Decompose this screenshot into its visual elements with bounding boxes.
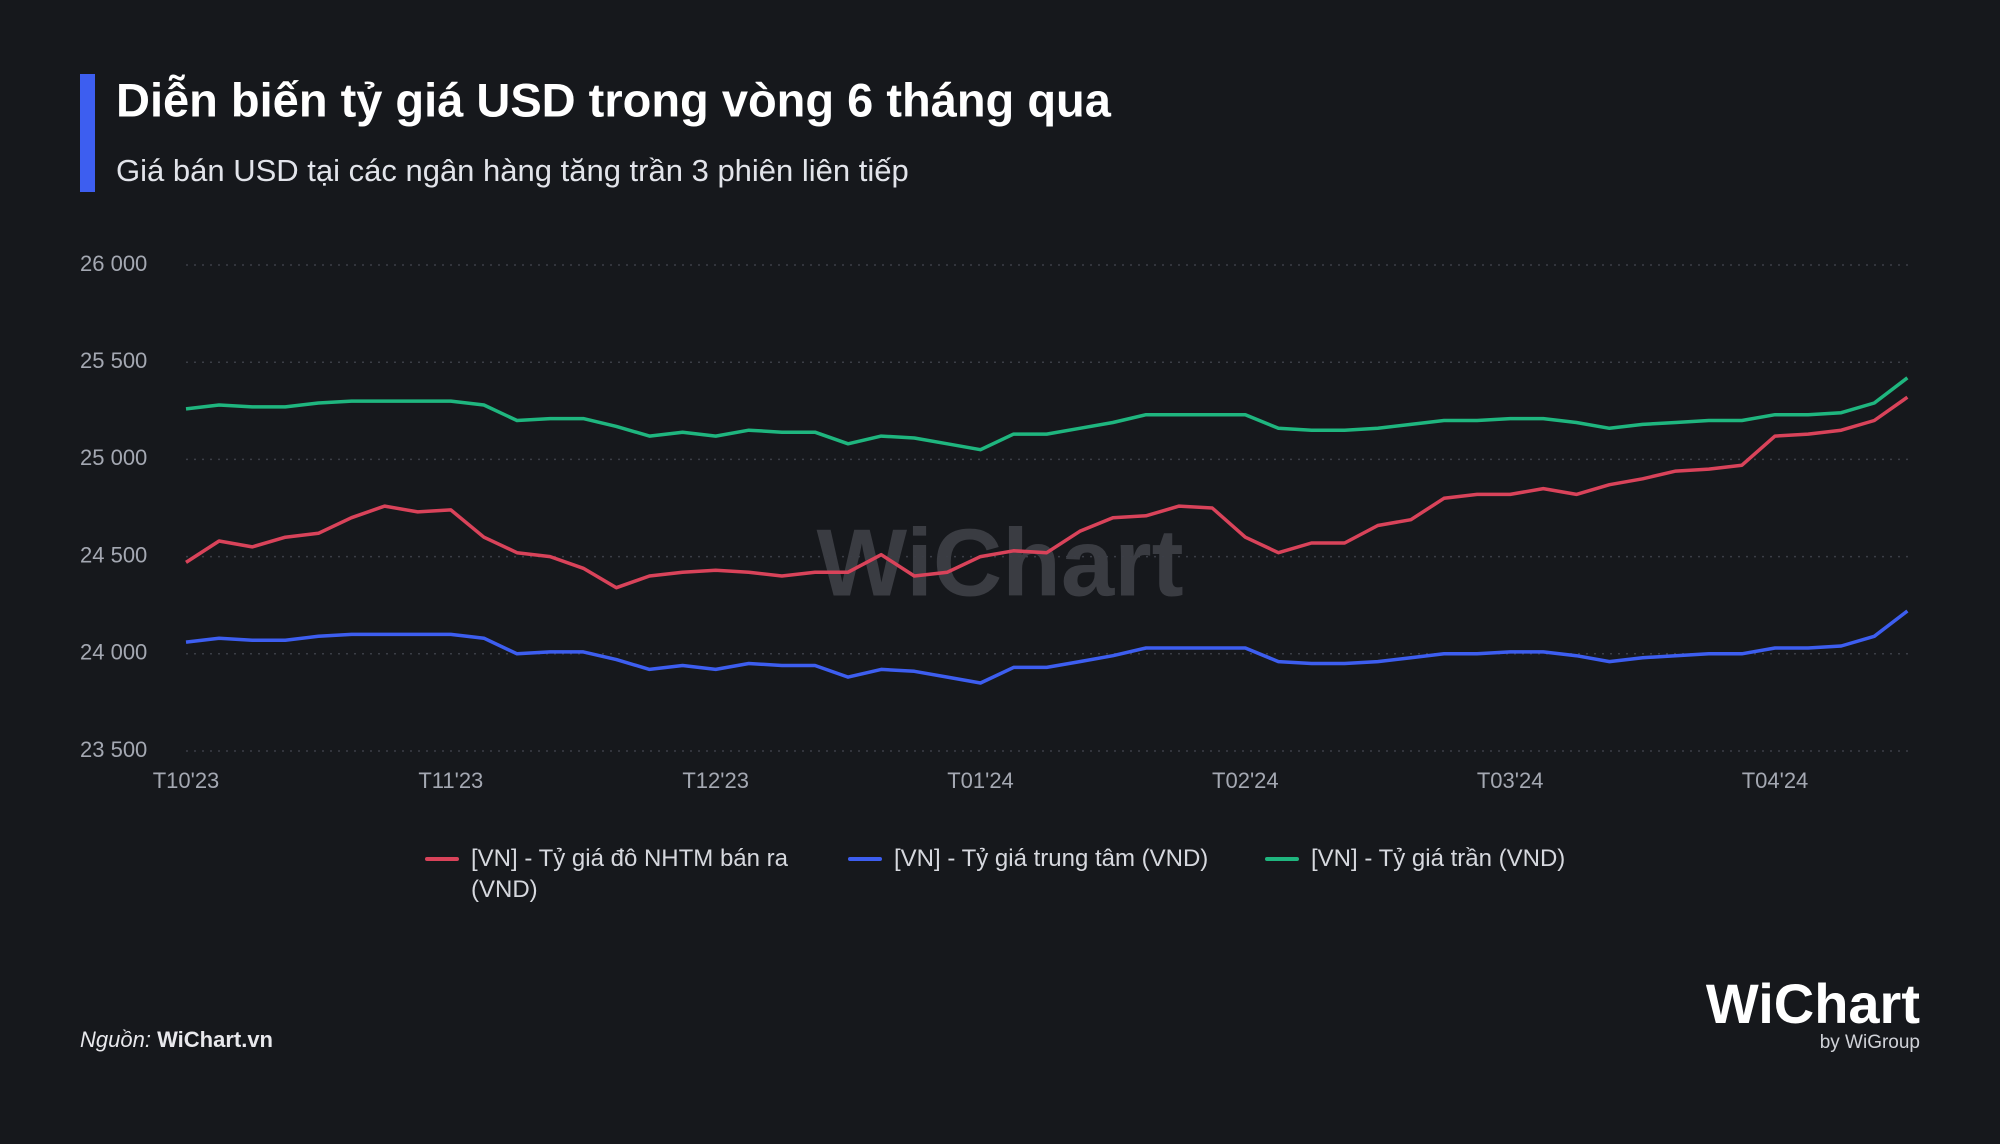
legend-swatch bbox=[1265, 857, 1299, 861]
y-tick-label: 23 500 bbox=[80, 737, 147, 762]
line bbox=[185, 609, 1909, 685]
x-tick-label: T02'24 bbox=[1212, 768, 1279, 793]
legend-item: [VN] - Tỷ giá đô NHTM bán ra (VND) bbox=[425, 843, 825, 905]
x-tick-label: T11'23 bbox=[418, 768, 483, 793]
x-tick-label: T04'24 bbox=[1742, 768, 1809, 793]
y-tick-label: 26 000 bbox=[80, 251, 147, 276]
source: Nguồn: WiChart.vn bbox=[80, 1027, 273, 1052]
chart-title: Diễn biến tỷ giá USD trong vòng 6 tháng … bbox=[116, 73, 1112, 126]
title-bar bbox=[80, 74, 95, 192]
y-tick-label: 25 500 bbox=[80, 348, 147, 373]
y-tick-label: 25 000 bbox=[80, 445, 147, 470]
legend-item: [VN] - Tỷ giá trung tâm (VND) bbox=[848, 843, 1238, 874]
watermark: WiChart bbox=[816, 509, 1183, 616]
chart-subtitle: Giá bán USD tại các ngân hàng tăng trần … bbox=[116, 153, 909, 188]
logo-sub: by WiGroup bbox=[1820, 1032, 1920, 1053]
legend-label: [VN] - Tỷ giá trần (VND) bbox=[1311, 845, 1566, 872]
y-tick-label: 24 000 bbox=[80, 640, 147, 665]
y-tick-label: 24 500 bbox=[80, 542, 147, 567]
x-tick-label: T03'24 bbox=[1477, 768, 1544, 793]
x-tick-label: T10'23 bbox=[153, 768, 220, 793]
legend-label: [VN] - Tỷ giá trung tâm (VND) bbox=[894, 845, 1209, 872]
logo: WiChart bbox=[1706, 972, 1920, 1035]
source-label: Nguồn: bbox=[80, 1027, 151, 1052]
line bbox=[185, 376, 1909, 452]
legend-swatch bbox=[425, 857, 459, 861]
line bbox=[185, 395, 1909, 590]
x-tick-label: T01'24 bbox=[947, 768, 1014, 793]
x-tick-label: T12'23 bbox=[682, 768, 749, 793]
legend-item: [VN] - Tỷ giá trần (VND) bbox=[1265, 843, 1665, 874]
legend-label: [VN] - Tỷ giá đô NHTM bán ra (VND) bbox=[471, 845, 788, 903]
legend-swatch bbox=[848, 857, 882, 861]
source-name: WiChart.vn bbox=[157, 1027, 273, 1052]
